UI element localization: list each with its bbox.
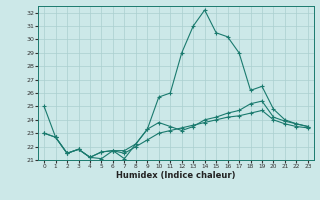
X-axis label: Humidex (Indice chaleur): Humidex (Indice chaleur) [116,171,236,180]
